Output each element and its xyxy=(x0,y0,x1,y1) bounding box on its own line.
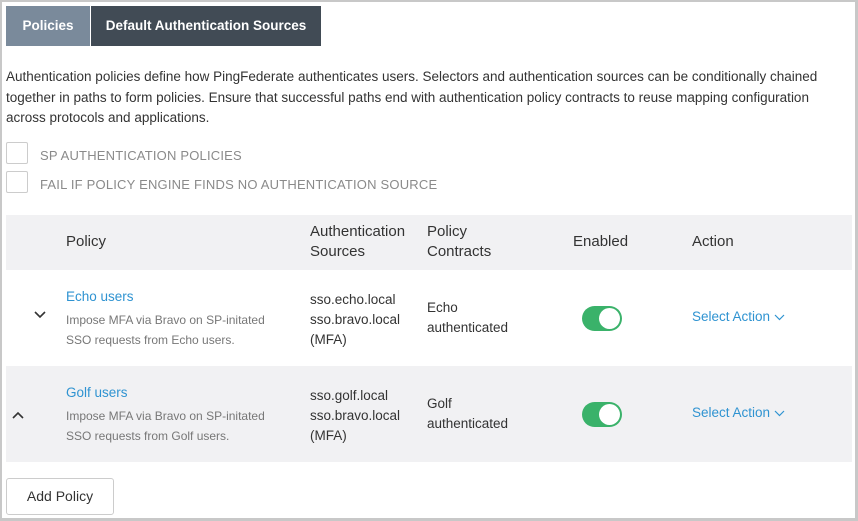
chevron-down-icon xyxy=(774,314,785,321)
chevron-down-icon[interactable] xyxy=(34,306,46,322)
header-sources-line2: Sources xyxy=(310,243,366,260)
source-2: sso.bravo.local xyxy=(310,312,401,327)
auth-sources: sso.golf.local sso.bravo.local (MFA) xyxy=(310,386,400,446)
toggle-knob xyxy=(599,308,620,329)
sp-auth-policies-label: SP AUTHENTICATION POLICIES xyxy=(40,148,242,163)
policy-description: Impose MFA via Bravo on SP-initated SSO r… xyxy=(66,310,265,350)
header-policy: Policy xyxy=(66,233,107,250)
source-3: (MFA) xyxy=(310,428,347,443)
chevron-up-icon[interactable] xyxy=(12,406,24,422)
header-enabled: Enabled xyxy=(573,233,629,250)
select-action-dropdown[interactable]: Select Action xyxy=(692,309,785,324)
table-row: Golf users Impose MFA via Bravo on SP-in… xyxy=(6,366,852,462)
chevron-down-icon xyxy=(774,410,785,417)
enabled-toggle[interactable] xyxy=(582,402,622,427)
contract-line1: Golf xyxy=(427,396,452,411)
header-action: Action xyxy=(692,233,734,250)
header-contracts-line1: Policy xyxy=(427,223,468,240)
toggle-knob xyxy=(599,404,620,425)
source-1: sso.golf.local xyxy=(310,388,389,403)
sp-auth-policies-checkbox[interactable] xyxy=(6,142,28,164)
contract-line2: authenticated xyxy=(427,416,509,431)
header-sources-line1: Authentication xyxy=(310,223,406,240)
fail-no-source-checkbox[interactable] xyxy=(6,171,28,193)
policy-description-line2: SSO requests from Echo users. xyxy=(66,333,235,347)
source-1: sso.echo.local xyxy=(310,292,396,307)
enabled-toggle[interactable] xyxy=(582,306,622,331)
header-contracts: Policy Contracts xyxy=(427,222,491,262)
table-header: Policy Authentication Sources Policy Contr… xyxy=(6,215,852,270)
add-policy-button[interactable]: Add Policy xyxy=(6,478,114,515)
header-contracts-line2: Contracts xyxy=(427,243,492,260)
description: Authentication policies define how PingF… xyxy=(6,69,818,125)
source-2: sso.bravo.local xyxy=(310,408,401,423)
header-sources: Authentication Sources xyxy=(310,222,405,262)
policy-description-line1: Impose MFA via Bravo on SP-initated xyxy=(66,313,265,327)
policy-description-line1: Impose MFA via Bravo on SP-initated xyxy=(66,409,265,423)
contract-line1: Echo xyxy=(427,300,458,315)
select-action-label: Select Action xyxy=(692,309,771,324)
policy-contract: Golf authenticated xyxy=(427,394,508,434)
tab-default-authentication-sources[interactable]: Default Authentication Sources xyxy=(91,6,321,46)
select-action-label: Select Action xyxy=(692,405,771,420)
fail-no-source-label: FAIL IF POLICY ENGINE FINDS NO AUTHENTIC… xyxy=(40,177,438,192)
policy-contract: Echo authenticated xyxy=(427,298,508,338)
policy-name-link[interactable]: Echo users xyxy=(66,289,134,304)
select-action-dropdown[interactable]: Select Action xyxy=(692,405,785,420)
policy-description-line2: SSO requests from Golf users. xyxy=(66,429,230,443)
contract-line2: authenticated xyxy=(427,320,509,335)
policy-name-link[interactable]: Golf users xyxy=(66,385,128,400)
table-row: Echo users Impose MFA via Bravo on SP-in… xyxy=(6,270,852,366)
tab-policies[interactable]: Policies xyxy=(6,6,90,46)
policy-description: Impose MFA via Bravo on SP-initated SSO r… xyxy=(66,406,265,446)
source-3: (MFA) xyxy=(310,332,347,347)
auth-sources: sso.echo.local sso.bravo.local (MFA) xyxy=(310,290,400,350)
